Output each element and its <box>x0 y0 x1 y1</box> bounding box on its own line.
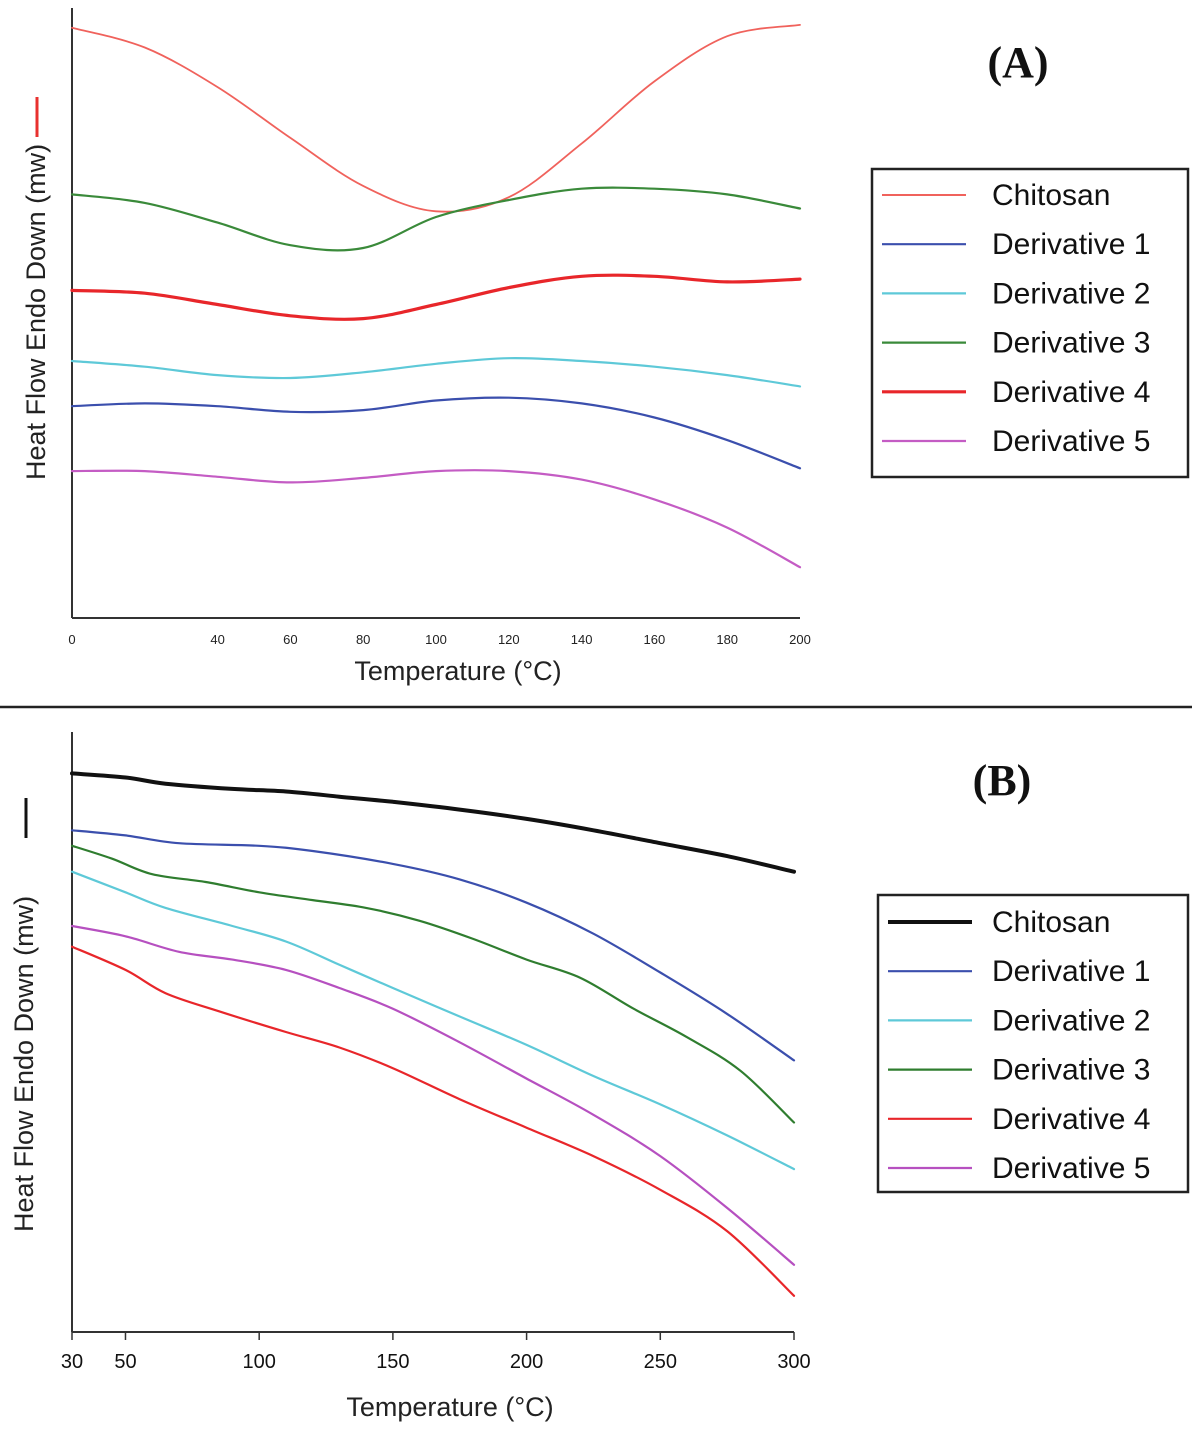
panel-a-legend-label: Derivative 1 <box>992 228 1150 261</box>
panel-a-legend-label: Derivative 4 <box>992 376 1150 409</box>
panel-b-x-tick-label: 300 <box>777 1351 810 1373</box>
panel-a-x-tick-label: 0 <box>68 632 75 647</box>
panel-a-legend-label: Derivative 3 <box>992 327 1150 360</box>
panel-b-legend-label: Derivative 4 <box>992 1103 1150 1136</box>
panel-b-x-tick-label: 30 <box>61 1351 83 1373</box>
panel-a-x-tick-label: 180 <box>716 632 738 647</box>
panel-b-legend-label: Derivative 2 <box>992 1004 1150 1037</box>
panel-b-y-axis-title: Heat Flow Endo Down (mw) <box>9 896 39 1232</box>
panel-b-x-tick-label: 150 <box>376 1351 409 1373</box>
panel-a-x-tick-label: 120 <box>498 632 520 647</box>
panel-b-legend-items: Chitosan Derivative 1 Derivative 2 Derivati… <box>888 906 1150 1185</box>
panel-b-x-tick-label: 200 <box>510 1351 543 1373</box>
panel-b-x-tick-label: 50 <box>114 1351 136 1373</box>
panel-b-x-axis-title: Temperature (°C) <box>346 1392 553 1422</box>
panel-a-legend-items: Chitosan Derivative 1 Derivative 2 Derivati… <box>882 179 1150 458</box>
panel-b-legend-label: Derivative 5 <box>992 1152 1150 1185</box>
panel-a-label: (A) <box>987 38 1048 87</box>
panel-a-legend-label: Derivative 2 <box>992 277 1150 310</box>
panel-b-series-line-derivative-5 <box>70 924 796 1266</box>
panel-b-x-tick-label: 100 <box>242 1351 275 1373</box>
panel-a-x-tick-label: 60 <box>283 632 297 647</box>
panel-b-x-ticks: 30 50 100 150 200 250 300 <box>61 1332 811 1373</box>
panel-b-series-line-chitosan <box>70 771 796 874</box>
panel-b-series-line-derivative-2 <box>70 870 796 1171</box>
panel-b-series-line-derivative-4 <box>70 945 796 1297</box>
panel-b-legend-label: Derivative 1 <box>992 955 1150 988</box>
panel-a-legend-label: Chitosan <box>992 179 1110 212</box>
panel-a-legend: Chitosan Derivative 1 Derivative 2 Derivati… <box>870 167 1190 479</box>
panel-b-legend-label: Chitosan <box>992 906 1110 939</box>
panel-a-y-axis-title: Heat Flow Endo Down (mw) <box>21 144 51 480</box>
panel-a-x-ticks: 0 40 60 80 100 120 140 160 180 200 <box>68 632 810 647</box>
panel-b-legend-box <box>876 893 1190 1194</box>
panel-a-series-line-derivative-5 <box>70 469 802 569</box>
panel-a-x-tick-label: 140 <box>571 632 593 647</box>
panel-a: Heat Flow Endo Down (mw) 0 40 60 80 100 120 14… <box>21 8 1190 686</box>
panel-b: Heat Flow Endo Down (mw) 30 50 100 150 200 25… <box>9 732 1190 1422</box>
panel-a-x-tick-label: 100 <box>425 632 447 647</box>
panel-a-x-tick-label: 200 <box>789 632 811 647</box>
panel-a-legend-box <box>870 167 1190 479</box>
panel-b-series-line-derivative-3 <box>70 844 796 1124</box>
panel-b-x-tick-label: 250 <box>644 1351 677 1373</box>
panel-a-series-line-derivative-4 <box>70 273 802 321</box>
panel-a-x-axis-title: Temperature (°C) <box>354 656 561 686</box>
panel-a-x-tick-label: 40 <box>210 632 224 647</box>
panel-b-series-group <box>70 771 796 1297</box>
panel-a-series-line-derivative-3 <box>70 186 802 252</box>
panel-a-series-line-chitosan <box>71 24 801 213</box>
panel-a-series-line-derivative-1 <box>70 396 802 470</box>
panel-a-x-tick-label: 160 <box>644 632 666 647</box>
panel-b-legend-label: Derivative 3 <box>992 1054 1150 1087</box>
panel-b-series-line-derivative-1 <box>70 829 796 1062</box>
panel-b-label: (B) <box>973 756 1032 805</box>
panel-a-x-tick-label: 80 <box>356 632 370 647</box>
panel-a-legend-label: Derivative 5 <box>992 425 1150 458</box>
panel-a-series-line-derivative-2 <box>70 357 802 388</box>
panel-b-legend: Chitosan Derivative 1 Derivative 2 Derivati… <box>876 893 1190 1194</box>
panel-a-series-group <box>70 24 802 569</box>
